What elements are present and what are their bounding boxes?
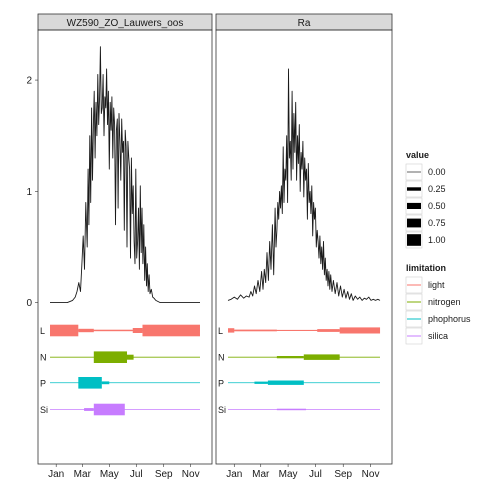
x-tick-label: Sep (334, 469, 352, 480)
limitation-segment-nitrogen (303, 354, 340, 360)
limitation-segment-silica (93, 403, 125, 416)
legend-limitation-label: silica (428, 331, 448, 341)
x-tick-label: Sep (155, 469, 173, 480)
x-tick-label: Jan (48, 469, 64, 480)
limitation-segment-light (276, 329, 318, 331)
legend-limitation-label: light (428, 280, 445, 290)
limitation-row-label: P (218, 378, 224, 388)
x-tick-label: Nov (182, 469, 200, 480)
facet-title-1: WZ590_ZO_Lauwers_oos (67, 18, 184, 29)
series-line-2 (227, 68, 381, 301)
x-tick-label: Mar (74, 469, 92, 480)
limitation-segment-light (142, 324, 200, 337)
limitation-segment-phophorus (267, 380, 304, 385)
x-tick-label: Jan (226, 469, 242, 480)
legend-limitation-label: nitrogen (428, 297, 461, 307)
panel-2-content: L N P Si (218, 68, 381, 415)
legend-value-label: 0.50 (428, 201, 446, 211)
limitation-row-label: Si (218, 405, 226, 415)
limitation-row-label: L (40, 326, 45, 336)
limitation-segment-phophorus (101, 381, 110, 385)
legend-value-swatch (407, 234, 421, 246)
y-axis: 0 1 2 (26, 76, 38, 309)
legend-value-swatch (407, 202, 421, 209)
x-tick-label: Nov (362, 469, 380, 480)
limitation-segment-light (228, 328, 235, 333)
panel-1 (37, 29, 213, 465)
limitation-segment-nitrogen (276, 356, 304, 359)
limitation-segment-light (234, 329, 277, 332)
x-tick-label: Mar (252, 469, 270, 480)
x-tick-label: Jul (130, 469, 143, 480)
panel-2 (215, 29, 393, 465)
facet-title-2: Ra (298, 18, 311, 29)
x-axis-panel-1: Jan Mar May Jul Sep Nov (48, 464, 200, 480)
legend-value-title: value (406, 150, 429, 160)
legend-value-label: 0.75 (428, 218, 446, 228)
x-tick-label: Jul (309, 469, 322, 480)
legend-limitation: limitation light nitrogen phophorus silica (405, 263, 471, 345)
limitation-row-label: L (218, 326, 223, 336)
limitation-segment-nitrogen (93, 351, 128, 363)
limitation-segment-light (339, 327, 381, 334)
legend-value-label: 0.00 (428, 167, 446, 177)
limitation-segment-phophorus (78, 377, 102, 389)
legend-value-swatch (407, 187, 421, 191)
y-tick-label: 0 (26, 298, 32, 309)
limitation-segment-light (50, 324, 79, 337)
y-tick-label: 1 (26, 187, 32, 198)
legend-value-swatch (407, 218, 421, 228)
limitation-row-label: Si (40, 405, 48, 415)
limitation-segment-silica (84, 408, 94, 411)
limitation-row-label: N (40, 353, 47, 363)
limitation-segment-light (317, 329, 340, 332)
legend-limitation-title: limitation (406, 263, 446, 273)
y-tick-label: 2 (26, 76, 32, 87)
x-tick-label: May (279, 469, 298, 480)
x-tick-label: May (100, 469, 119, 480)
panel-1-content: L N P Si (40, 46, 200, 416)
legend-value-label: 0.25 (428, 184, 446, 194)
limitation-segment-phophorus (254, 381, 268, 384)
limitation-segment-silica (276, 408, 306, 411)
limitation-segment-light (78, 328, 94, 333)
series-line-1 (50, 46, 200, 304)
legend-value-swatch (407, 171, 421, 173)
limitation-segment-light (132, 328, 143, 333)
x-axis-panel-2: Jan Mar May Jul Sep Nov (226, 464, 379, 480)
limitation-segment-nitrogen (126, 354, 134, 360)
legend-limitation-label: phophorus (428, 314, 471, 324)
limitation-segment-light (93, 329, 133, 332)
legend-value: value 0.00 0.25 0.50 0.75 1.00 (405, 150, 446, 249)
limitation-row-label: P (40, 378, 46, 388)
legend-value-label: 1.00 (428, 235, 446, 245)
limitation-row-label: N (218, 353, 225, 363)
